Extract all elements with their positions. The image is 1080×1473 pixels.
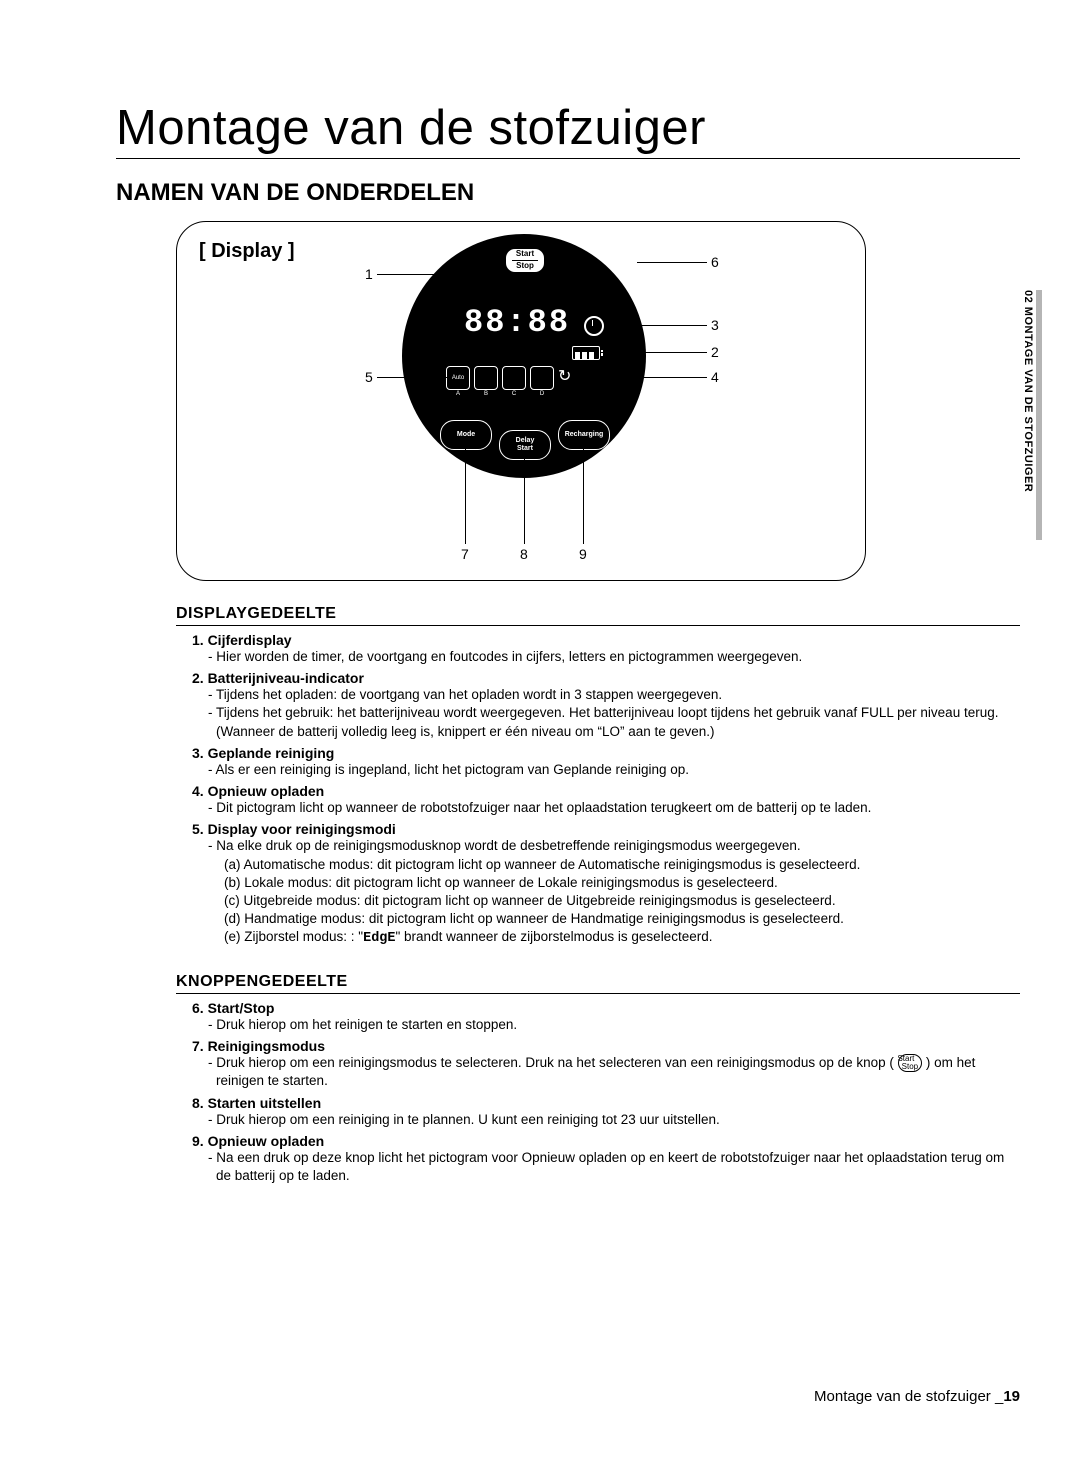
item-8: 8. Starten uitstellen - Druk hierop om e… [192, 1095, 1020, 1129]
side-tab-bar [1036, 290, 1042, 540]
stop-label: Stop [512, 262, 538, 271]
display-section-heading: DISPLAYGEDEELTE [176, 605, 1020, 626]
section-heading: NAMEN VAN DE ONDERDELEN [116, 179, 1020, 207]
battery-icon [572, 346, 600, 360]
recharging-button-icon: Recharging [558, 420, 610, 450]
mode-icons-row: AutoA B C D ↻ [446, 366, 576, 390]
mode-b-icon: B [474, 366, 498, 390]
start-stop-inline-icon: StartStop [898, 1054, 922, 1072]
start-stop-button-icon: Start Stop [505, 248, 545, 273]
callout-3: 3 [711, 317, 719, 333]
button-section-heading: KNOPPENGEDEELTE [176, 973, 1020, 994]
item-3: 3. Geplande reiniging - Als er een reini… [192, 745, 1020, 779]
clock-icon [584, 316, 604, 336]
mode-d-icon: D [530, 366, 554, 390]
side-chapter-tab: 02 MONTAGE VAN DE STOFZUIGER [1022, 290, 1040, 540]
side-tab-text: 02 MONTAGE VAN DE STOFZUIGER [1022, 290, 1034, 492]
item-6: 6. Start/Stop - Druk hierop om het reini… [192, 1000, 1020, 1034]
item-1: 1. Cijferdisplay - Hier worden de timer,… [192, 632, 1020, 666]
item-7: 7. Reinigingsmodus - Druk hierop om een … [192, 1038, 1020, 1091]
start-label: Start [512, 250, 538, 259]
callout-4: 4 [711, 369, 719, 385]
segment-display-icon: 88:88 [464, 304, 570, 341]
item-9: 9. Opnieuw opladen - Na een druk op deze… [192, 1133, 1020, 1185]
item-5: 5. Display voor reinigingsmodi - Na elke… [192, 821, 1020, 948]
mode-c-icon: C [502, 366, 526, 390]
item-2: 2. Batterijniveau-indicator - Tijdens he… [192, 670, 1020, 741]
display-diagram: [ Display ] Start Stop 88:88 AutoA B C D… [176, 221, 866, 581]
diagram-label: [ Display ] [199, 240, 295, 263]
mode-button-icon: Mode [440, 420, 492, 450]
callout-7: 7 [461, 546, 469, 562]
callout-5: 5 [365, 369, 373, 385]
delay-start-button-icon: Delay Start [499, 430, 551, 460]
callout-9: 9 [579, 546, 587, 562]
mode-auto-icon: AutoA [446, 366, 470, 390]
page-footer: Montage van de stofzuiger _19 [814, 1388, 1020, 1405]
recharge-arrow-icon: ↻ [558, 366, 576, 388]
item-4: 4. Opnieuw opladen - Dit pictogram licht… [192, 783, 1020, 817]
device-display-icon: Start Stop 88:88 AutoA B C D ↻ Mode Dela… [402, 234, 646, 478]
callout-1: 1 [365, 266, 373, 282]
callout-2: 2 [711, 344, 719, 360]
edge-glyph-icon: EdgE [363, 931, 395, 946]
callout-8: 8 [520, 546, 528, 562]
page-title: Montage van de stofzuiger [116, 100, 1020, 159]
callout-6: 6 [711, 254, 719, 270]
